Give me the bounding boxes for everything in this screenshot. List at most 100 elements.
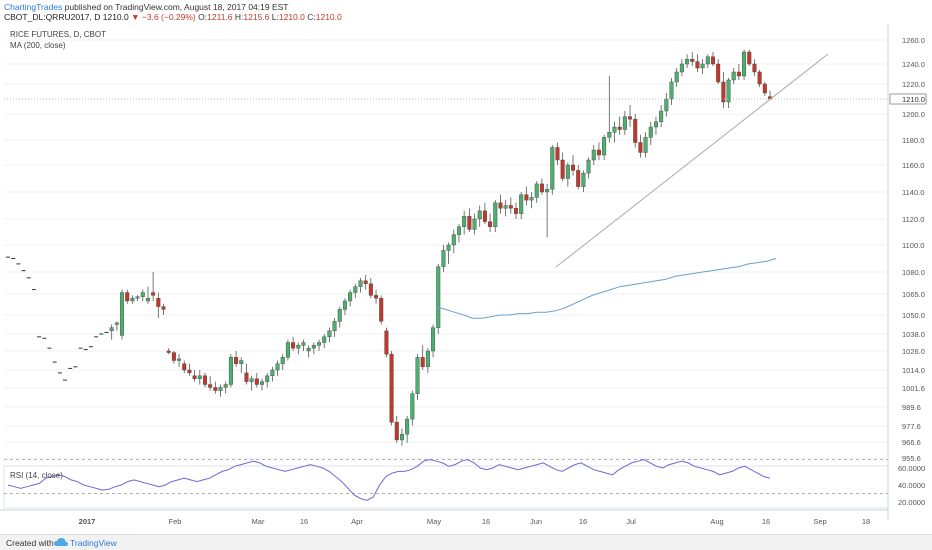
candle-up (550, 147, 555, 190)
published-text: published on TradingView.com, August 18,… (64, 2, 289, 12)
candle-up (140, 292, 145, 297)
y-tick-label: 1200.0 (902, 110, 925, 119)
candle-up (109, 327, 114, 332)
candle-down (244, 372, 249, 382)
rsi-legend: RSI (14, close) (10, 471, 63, 480)
candle-up (664, 98, 669, 112)
candle-up (581, 172, 586, 187)
x-tick-label: 16 (482, 517, 490, 526)
quote-line: CBOT_DL:QRRU2017, D 1210.0 ▼ −3.6 (−0.29… (4, 12, 342, 22)
publish-line: ChartingTrades published on TradingView.… (4, 2, 289, 12)
y-tick-label: 1014.0 (902, 366, 925, 375)
x-tick-label: Apr (351, 517, 363, 526)
candle-up (342, 300, 347, 310)
candle-down (202, 375, 207, 385)
candle-up (534, 183, 539, 198)
y-tick-label: 1220.0 (902, 80, 925, 89)
x-tick-label: 16 (300, 517, 308, 526)
low-value: 1210.0 (278, 12, 305, 22)
candle-up (731, 71, 736, 81)
candle-up (218, 387, 223, 391)
candle-down (125, 292, 130, 302)
rsi-tick-label: 60.0000 (898, 464, 925, 473)
candle-up (425, 350, 430, 368)
candle-down (291, 342, 296, 349)
candle-up (586, 159, 591, 174)
x-tick-label: May (427, 517, 441, 526)
y-tick-label: 1240.0 (902, 60, 925, 69)
tradingview-brand[interactable]: TradingView (70, 538, 117, 548)
candle-down (234, 357, 239, 364)
y-tick-label: 1260.0 (902, 36, 925, 45)
candle-down (560, 159, 565, 179)
candle-up (493, 202, 498, 228)
candle-up (332, 321, 337, 332)
candle-up (607, 131, 612, 138)
chart-header: ChartingTrades published on TradingView.… (0, 0, 932, 24)
candle-down (716, 63, 721, 83)
candle-up (296, 345, 301, 349)
candle-up (120, 292, 125, 336)
candle-down (695, 61, 700, 69)
candle-down (752, 63, 757, 73)
candle-down (166, 350, 171, 353)
symbol-label: CBOT_DL:QRRU2017, D (4, 12, 101, 22)
y-tick-label: 966.6 (902, 438, 921, 447)
candle-up (311, 345, 316, 349)
candle-up (591, 149, 596, 161)
candle-up (612, 126, 617, 133)
candle-up (405, 418, 410, 435)
candle-up (705, 56, 710, 65)
y-tick-label: 1180.0 (902, 136, 924, 145)
candle-up (742, 51, 747, 77)
y-tick-label: 955.6 (902, 454, 921, 463)
y-tick-label: 1080.0 (902, 268, 925, 277)
y-tick-label: 977.6 (902, 422, 921, 431)
candle-up (726, 79, 731, 103)
candle-down (363, 280, 368, 284)
candle-up (301, 342, 306, 346)
candle-down (514, 207, 519, 214)
candle-down (757, 71, 762, 85)
x-tick-label: 16 (762, 517, 770, 526)
high-label: H: (234, 12, 244, 22)
open-value: 1211.6 (207, 12, 233, 22)
candle-down (508, 205, 513, 209)
candle-down (488, 221, 493, 228)
candle-up (239, 360, 244, 364)
author-link[interactable]: ChartingTrades (4, 2, 63, 12)
chart-title: RICE FUTURES, D, CBOT (10, 30, 107, 39)
ma-legend: MA (200, close) (10, 41, 66, 50)
candle-up (565, 164, 570, 179)
last-price-badge (889, 93, 927, 105)
x-tick-label: Aug (710, 517, 723, 526)
candle-up (410, 393, 415, 420)
candle-down (710, 56, 715, 65)
chart-canvas[interactable]: 1260.0 1240.0 1220.0 1200.0 1180.0 1160.0 1140… (0, 24, 932, 534)
open-label: O: (198, 12, 208, 22)
candle-up (679, 63, 684, 73)
candle-down (721, 81, 726, 103)
candle-up (285, 342, 290, 358)
chart-area[interactable]: 1260.0 1240.0 1220.0 1200.0 1180.0 1160.0 1140… (0, 24, 932, 534)
candle-up (306, 347, 311, 352)
y-tick-label: 1026.0 (902, 347, 925, 356)
candle-down (379, 298, 384, 322)
candle-down (368, 283, 373, 296)
candle-up (145, 298, 150, 302)
candle-up (446, 244, 451, 251)
candle-up (519, 194, 524, 214)
candle-down (151, 292, 156, 296)
candle-up (472, 218, 477, 230)
x-tick-label: Sep (813, 517, 826, 526)
close-value: 1210.0 (315, 12, 342, 22)
candle-up (197, 375, 202, 379)
candle-up (177, 358, 182, 361)
y-tick-label: 1160.0 (902, 161, 924, 170)
candle-up (317, 342, 322, 346)
candle-down (524, 194, 529, 201)
y-tick-label: 1140.0 (902, 188, 924, 197)
candle-down (762, 83, 767, 94)
candle-up (130, 298, 135, 302)
candle-up (280, 357, 285, 364)
